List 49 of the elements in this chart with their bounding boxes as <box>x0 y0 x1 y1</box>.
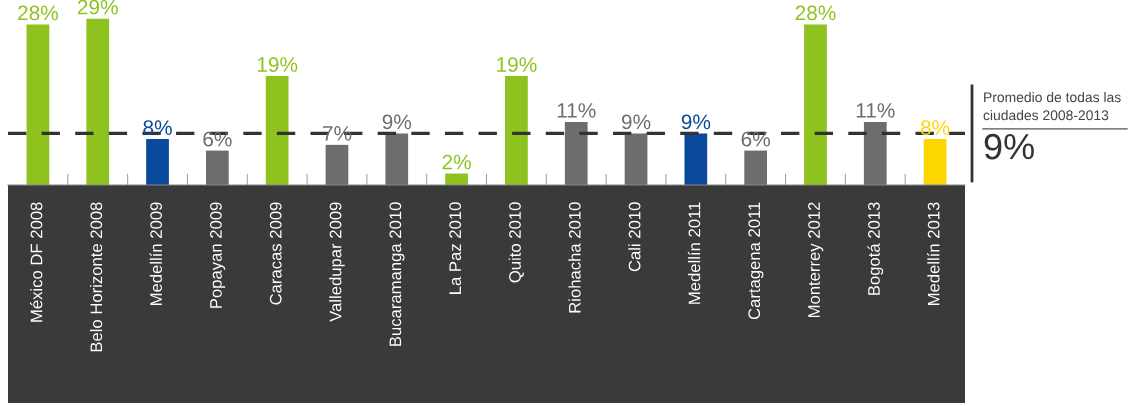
x-tick-label: Valledupar 2009 <box>329 202 345 322</box>
data-label: 28% <box>795 5 836 21</box>
bar <box>146 139 169 185</box>
bar <box>265 76 289 185</box>
data-label: 8% <box>143 120 172 135</box>
bar <box>804 24 827 185</box>
x-tick-label: Medellín 2009 <box>149 202 163 305</box>
data-label: 29% <box>77 0 118 15</box>
x-tick-label: La Paz 2010 <box>449 202 462 294</box>
x-tick-label: Cartagena 2011 <box>748 202 764 320</box>
x-tick-label: Medellín 2013 <box>927 202 940 305</box>
data-label: 6% <box>203 131 232 147</box>
bar <box>923 139 947 185</box>
bar <box>505 76 528 185</box>
data-label: 9% <box>621 114 651 130</box>
x-tick-label: Cali 2010 <box>628 202 641 272</box>
bar <box>26 24 50 185</box>
x-tick-label: México DF 2008 <box>29 202 43 322</box>
bar <box>205 150 229 185</box>
data-label: 19% <box>257 57 298 72</box>
x-tick-label: Bucaramanga 2010 <box>389 202 405 346</box>
x-tick-label: Riohacha 2010 <box>568 202 581 313</box>
bar <box>684 133 708 185</box>
data-label: 19% <box>497 57 537 72</box>
bar <box>86 18 110 185</box>
bar <box>624 133 648 185</box>
data-label: 11% <box>557 103 596 118</box>
text: 9% <box>984 133 1034 160</box>
x-tick-label: Quito 2010 <box>508 202 524 283</box>
x-tick-label: Monterrey 2012 <box>808 202 824 318</box>
data-label: 9% <box>382 114 412 130</box>
bar <box>564 121 588 185</box>
ref-line-label: Promedio de todas las ciudades 2008-2013 <box>983 91 1121 121</box>
data-label: 28% <box>18 5 59 21</box>
x-tick-label: Bogotá 2013 <box>867 202 884 295</box>
x-tick-label: Caracas 2009 <box>269 202 282 305</box>
bar <box>325 144 349 185</box>
x-tick-label: Belo Horizonte 2008 <box>89 202 103 352</box>
data-label: 2% <box>442 154 471 170</box>
data-label: 9% <box>681 114 711 130</box>
bar <box>863 121 887 185</box>
x-tick-label: Medellín 2011 <box>687 202 701 304</box>
data-label: 6% <box>741 131 770 147</box>
bar <box>744 150 768 185</box>
data-label: 8% <box>920 120 950 135</box>
x-tick-label: Popayan 2009 <box>210 202 226 308</box>
bar <box>385 133 409 185</box>
data-label: 7% <box>322 126 352 141</box>
data-label: 11% <box>856 103 895 118</box>
